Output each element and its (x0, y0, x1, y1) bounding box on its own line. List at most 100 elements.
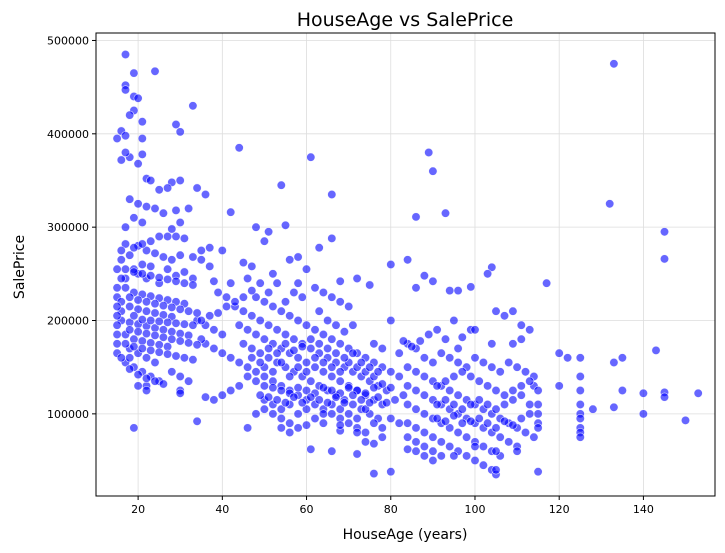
scatter-point (651, 345, 661, 355)
scatter-point (335, 339, 345, 349)
scatter-point (306, 343, 316, 353)
scatter-point (259, 371, 269, 381)
scatter-point (125, 250, 135, 260)
scatter-point (605, 199, 615, 209)
scatter-point (478, 357, 488, 367)
scatter-point (659, 254, 669, 264)
scatter-point (575, 399, 585, 409)
scatter-point (137, 117, 147, 127)
scatter-point (251, 222, 261, 232)
scatter-point (146, 236, 156, 246)
scatter-point (142, 329, 152, 339)
scatter-point (335, 367, 345, 377)
scatter-point (344, 301, 354, 311)
scatter-point (167, 255, 177, 265)
scatter-point (272, 278, 282, 288)
scatter-point (293, 362, 303, 372)
scatter-point (445, 385, 455, 395)
scatter-point (323, 343, 333, 353)
scatter-point (331, 348, 341, 358)
scatter-point (310, 353, 320, 363)
scatter-point (201, 392, 211, 402)
scatter-point (466, 371, 476, 381)
scatter-point (129, 213, 139, 223)
scatter-point (419, 441, 429, 451)
scatter-point (403, 362, 413, 372)
scatter-point (445, 441, 455, 451)
scatter-point (314, 339, 324, 349)
scatter-point (440, 395, 450, 405)
scatter-point (449, 315, 459, 325)
scatter-point (419, 371, 429, 381)
x-tick-label: 20 (131, 503, 145, 516)
scatter-point (184, 204, 194, 214)
scatter-point (554, 381, 564, 391)
scatter-point (403, 432, 413, 442)
scatter-point (508, 420, 518, 430)
scatter-point (133, 327, 143, 337)
scatter-point (259, 334, 269, 344)
scatter-point (348, 320, 358, 330)
scatter-point (403, 255, 413, 265)
scatter-point (327, 409, 337, 419)
scatter-point (449, 411, 459, 421)
scatter-point (297, 398, 307, 408)
scatter-point (356, 357, 366, 367)
scatter-point (125, 292, 135, 302)
scatter-point (167, 367, 177, 377)
scatter-point (129, 342, 139, 352)
scatter-point (432, 381, 442, 391)
scatter-point (449, 399, 459, 409)
scatter-point (617, 353, 627, 363)
scatter-point (268, 269, 278, 279)
scatter-point (268, 367, 278, 377)
scatter-point (276, 385, 286, 395)
scatter-point (470, 353, 480, 363)
scatter-point (411, 446, 421, 456)
scatter-point (588, 404, 598, 414)
scatter-point (457, 418, 467, 428)
scatter-point (226, 353, 236, 363)
scatter-point (617, 385, 627, 395)
scatter-point (167, 327, 177, 337)
scatter-point (112, 320, 122, 330)
scatter-point (251, 367, 261, 377)
scatter-point (251, 376, 261, 386)
scatter-point (154, 273, 164, 283)
scatter-point (424, 148, 434, 158)
scatter-point (453, 390, 463, 400)
scatter-point (436, 348, 446, 358)
scatter-point (495, 367, 505, 377)
scatter-point (453, 343, 463, 353)
scatter-point (205, 243, 215, 253)
scatter-point (264, 353, 274, 363)
scatter-point (415, 336, 425, 346)
scatter-point (112, 301, 122, 311)
scatter-point (125, 364, 135, 374)
scatter-point (217, 348, 227, 358)
scatter-point (133, 370, 143, 380)
scatter-point (301, 320, 311, 330)
scatter-point (327, 362, 337, 372)
scatter-point (356, 395, 366, 405)
scatter-point (306, 444, 316, 454)
data-points (112, 49, 703, 479)
scatter-point (175, 371, 185, 381)
scatter-point (272, 348, 282, 358)
scatter-point (478, 441, 488, 451)
scatter-point (373, 392, 383, 402)
scatter-point (432, 413, 442, 423)
scatter-point (373, 367, 383, 377)
x-tick-label: 140 (633, 503, 654, 516)
scatter-point (432, 325, 442, 335)
scatter-point (146, 345, 156, 355)
scatter-point (222, 292, 232, 302)
y-tick-label: 300000 (47, 221, 89, 234)
scatter-point (171, 120, 181, 130)
scatter-point (394, 418, 404, 428)
scatter-point (403, 418, 413, 428)
scatter-point (386, 467, 396, 477)
scatter-point (525, 376, 535, 386)
scatter-point (276, 404, 286, 414)
scatter-point (445, 353, 455, 363)
